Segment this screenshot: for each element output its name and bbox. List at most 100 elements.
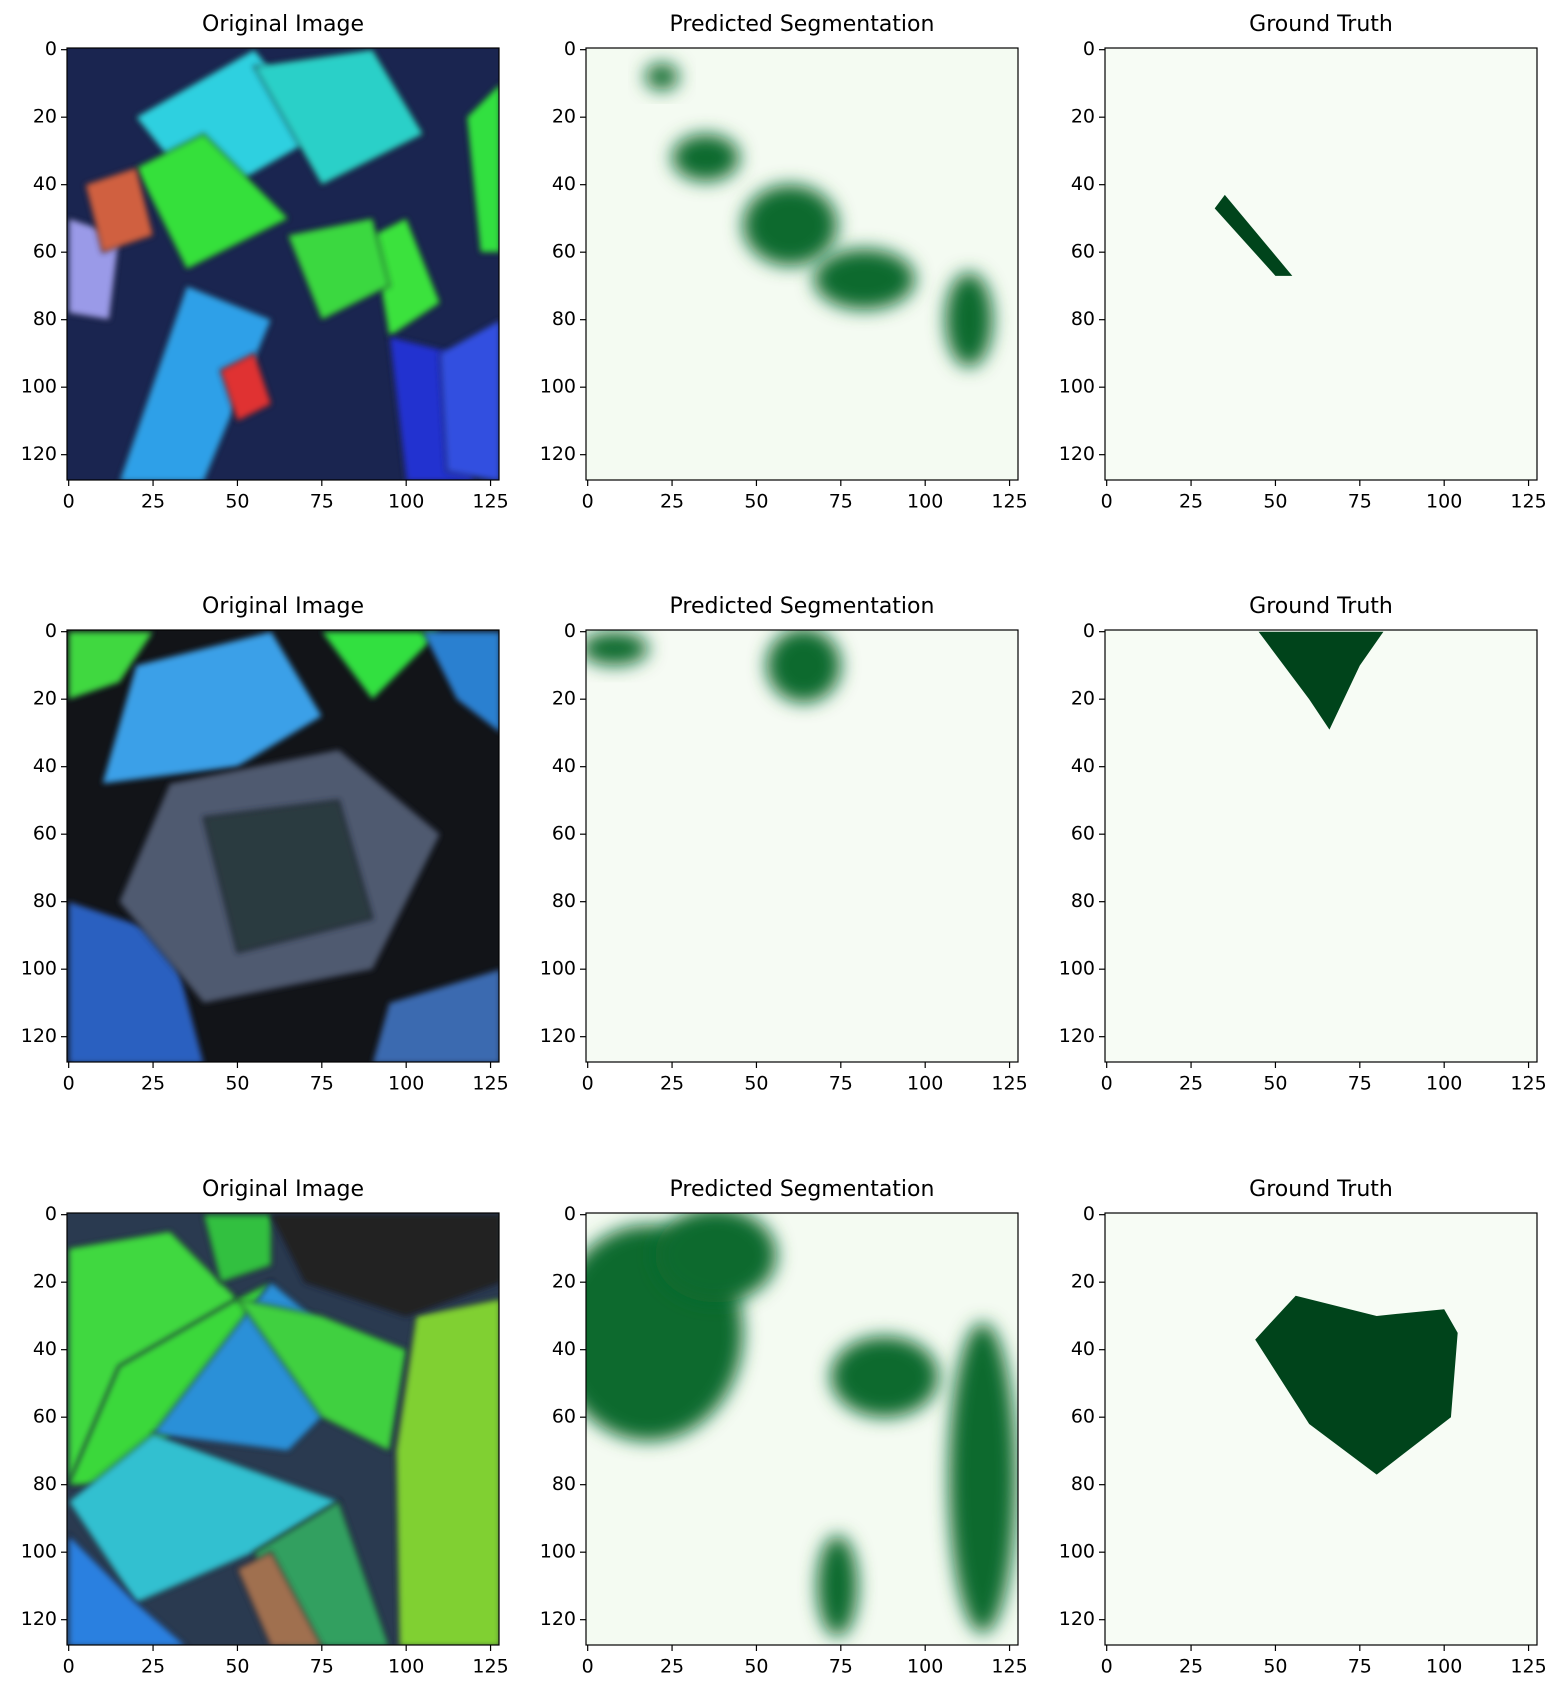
axes-frame	[66, 629, 500, 1063]
panel-title: Ground Truth	[1249, 1177, 1393, 1202]
x-tick-label: 0	[1101, 1073, 1113, 1095]
field	[236, 1550, 323, 1645]
panel: Ground Truth 0 25 50 75 100 125 0 20 40 60 80 100 120	[1059, 12, 1547, 513]
x-tick-label: 25	[141, 1073, 165, 1095]
y-tick-label: 100	[540, 376, 576, 398]
x-tick-label: 50	[744, 491, 768, 513]
y-tick-label: 40	[552, 1338, 576, 1360]
panel-title: Original Image	[202, 594, 364, 619]
y-tick-label: 20	[33, 688, 57, 710]
prediction-blob	[945, 272, 993, 367]
x-tick-label: 100	[907, 491, 943, 513]
panel: Predicted Segmentation 0 25 50 75 100 125 0 20 40…	[540, 12, 1028, 513]
ground-truth-mask	[1255, 1295, 1458, 1475]
y-tick-label: 0	[564, 38, 576, 60]
field	[286, 217, 391, 322]
x-tick-label: 100	[388, 491, 424, 513]
field	[235, 1297, 408, 1453]
x-tick-label: 25	[660, 1073, 684, 1095]
x-tick-label: 125	[991, 1073, 1027, 1095]
ground-truth-mask	[1258, 631, 1384, 730]
y-tick-label: 0	[1083, 1203, 1095, 1225]
ground-truth-mask	[1214, 194, 1293, 276]
y-tick-label: 120	[540, 443, 576, 465]
y-tick-label: 100	[1059, 376, 1095, 398]
x-tick-label: 100	[907, 1073, 943, 1095]
y-tick-label: 0	[45, 1203, 57, 1225]
y-tick-label: 60	[33, 823, 57, 845]
x-tick-label: 125	[472, 491, 508, 513]
y-tick-label: 40	[33, 755, 57, 777]
y-tick-label: 100	[1059, 958, 1095, 980]
field	[134, 132, 290, 271]
x-tick-label: 25	[1179, 1656, 1203, 1678]
panel-title: Ground Truth	[1249, 594, 1393, 619]
axes-frame	[66, 47, 500, 481]
image	[67, 1213, 499, 1645]
image	[586, 48, 1018, 480]
y-tick-label: 120	[21, 1025, 57, 1047]
field	[269, 1213, 499, 1317]
x-tick-label: 50	[1263, 491, 1287, 513]
y-tick-label: 60	[33, 241, 57, 263]
x-tick-label: 0	[582, 1073, 594, 1095]
x-tick-label: 50	[1263, 1073, 1287, 1095]
x-tick-label: 100	[1426, 1656, 1462, 1678]
prediction-blob	[645, 63, 679, 91]
x-tick-label: 0	[63, 1656, 75, 1678]
y-tick-label: 120	[1059, 1608, 1095, 1630]
x-tick-label: 125	[1510, 1656, 1546, 1678]
y-tick-label: 60	[1071, 1406, 1095, 1428]
x-tick-label: 100	[388, 1656, 424, 1678]
prediction-blob	[655, 1213, 777, 1303]
image-background	[1105, 48, 1537, 480]
panel-title: Ground Truth	[1249, 12, 1393, 37]
image	[1105, 630, 1537, 1062]
field	[202, 1213, 273, 1284]
y-tick-label: 0	[564, 620, 576, 642]
prediction-blob	[948, 1322, 1017, 1634]
y-tick-label: 40	[1071, 755, 1095, 777]
x-tick-label: 25	[660, 491, 684, 513]
y-tick-label: 100	[540, 958, 576, 980]
x-tick-label: 75	[1348, 1073, 1372, 1095]
axes-frame	[585, 47, 1019, 481]
y-tick-label: 120	[21, 1608, 57, 1630]
y-tick-label: 0	[45, 620, 57, 642]
x-tick-label: 125	[1510, 1073, 1546, 1095]
x-tick-label: 25	[141, 1656, 165, 1678]
field	[101, 630, 324, 785]
y-tick-label: 0	[45, 38, 57, 60]
x-tick-label: 75	[310, 1656, 334, 1678]
x-tick-label: 100	[907, 1656, 943, 1678]
y-tick-label: 80	[552, 890, 576, 912]
y-tick-label: 60	[552, 1406, 576, 1428]
panel-title: Original Image	[202, 1177, 364, 1202]
x-tick-label: 25	[141, 491, 165, 513]
y-tick-label: 80	[1071, 890, 1095, 912]
y-tick-label: 20	[552, 106, 576, 128]
prediction-blob	[817, 1535, 858, 1637]
field	[371, 968, 499, 1062]
x-tick-label: 25	[1179, 1073, 1203, 1095]
panel: Ground Truth 0 25 50 75 100 125 0 20 40 60 80 100 120	[1059, 1177, 1547, 1678]
field	[371, 217, 442, 339]
y-tick-label: 40	[1071, 173, 1095, 195]
y-tick-label: 80	[1071, 1473, 1095, 1495]
x-tick-label: 100	[1426, 491, 1462, 513]
image	[586, 1213, 1018, 1645]
y-tick-label: 20	[33, 1271, 57, 1293]
field	[421, 630, 499, 733]
x-tick-label: 0	[582, 1656, 594, 1678]
image	[67, 630, 499, 1062]
panel-title: Predicted Segmentation	[670, 12, 935, 37]
y-tick-label: 80	[1071, 308, 1095, 330]
y-tick-label: 80	[33, 308, 57, 330]
x-tick-label: 125	[1510, 491, 1546, 513]
x-tick-label: 50	[225, 491, 249, 513]
y-tick-label: 20	[1071, 106, 1095, 128]
field	[319, 630, 443, 701]
y-tick-label: 120	[21, 443, 57, 465]
y-tick-label: 40	[33, 1338, 57, 1360]
